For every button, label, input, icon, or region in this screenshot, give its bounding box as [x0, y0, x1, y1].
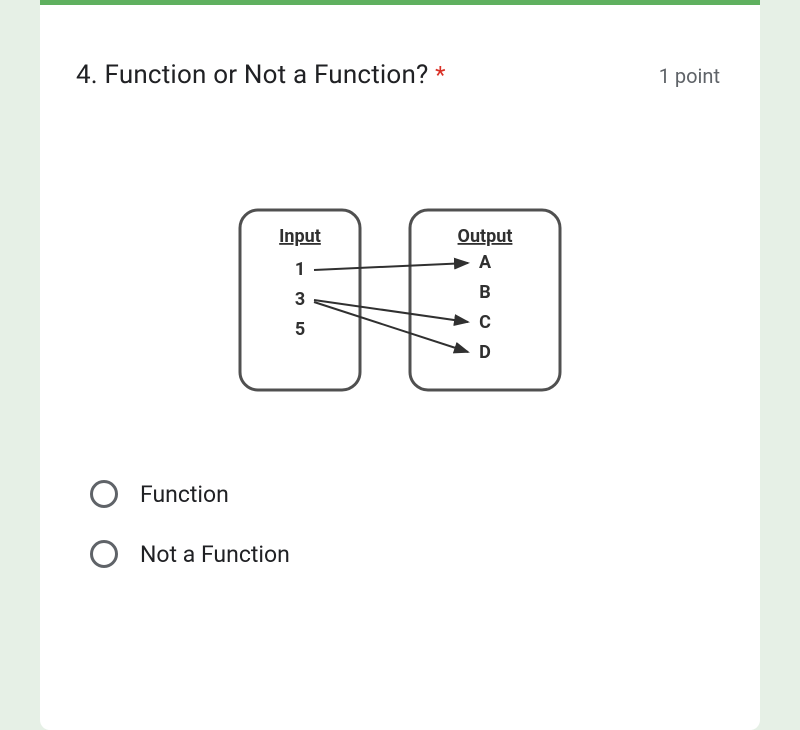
input-value: 3 [295, 289, 305, 310]
output-value: C [479, 312, 491, 333]
radio-icon[interactable] [90, 480, 118, 508]
input-value: 5 [295, 319, 305, 340]
input-value: 1 [295, 259, 305, 280]
points-label: 1 point [659, 64, 720, 88]
question-text: Function or Not a Function? [105, 60, 429, 90]
output-value: B [479, 282, 491, 303]
option-function[interactable]: Function [90, 480, 724, 508]
output-value: A [479, 252, 492, 273]
required-asterisk: * [435, 61, 446, 89]
radio-icon[interactable] [90, 540, 118, 568]
options-list: Function Not a Function [76, 480, 724, 568]
option-label: Not a Function [140, 541, 290, 568]
question-title: 4. Function or Not a Function? * [76, 60, 446, 90]
input-label: Input [279, 226, 321, 247]
page-background: 4. Function or Not a Function? * 1 point… [0, 0, 800, 730]
option-not-a-function[interactable]: Not a Function [90, 540, 724, 568]
mapping-diagram: Input Output 1 3 5 A B C D [210, 200, 590, 400]
output-value: D [479, 342, 491, 363]
question-number: 4. [76, 60, 98, 90]
output-label: Output [458, 226, 513, 247]
question-header: 4. Function or Not a Function? * 1 point [76, 60, 724, 90]
mapping-diagram-container: Input Output 1 3 5 A B C D [76, 200, 724, 400]
question-card: 4. Function or Not a Function? * 1 point… [40, 0, 760, 730]
option-label: Function [140, 481, 229, 508]
